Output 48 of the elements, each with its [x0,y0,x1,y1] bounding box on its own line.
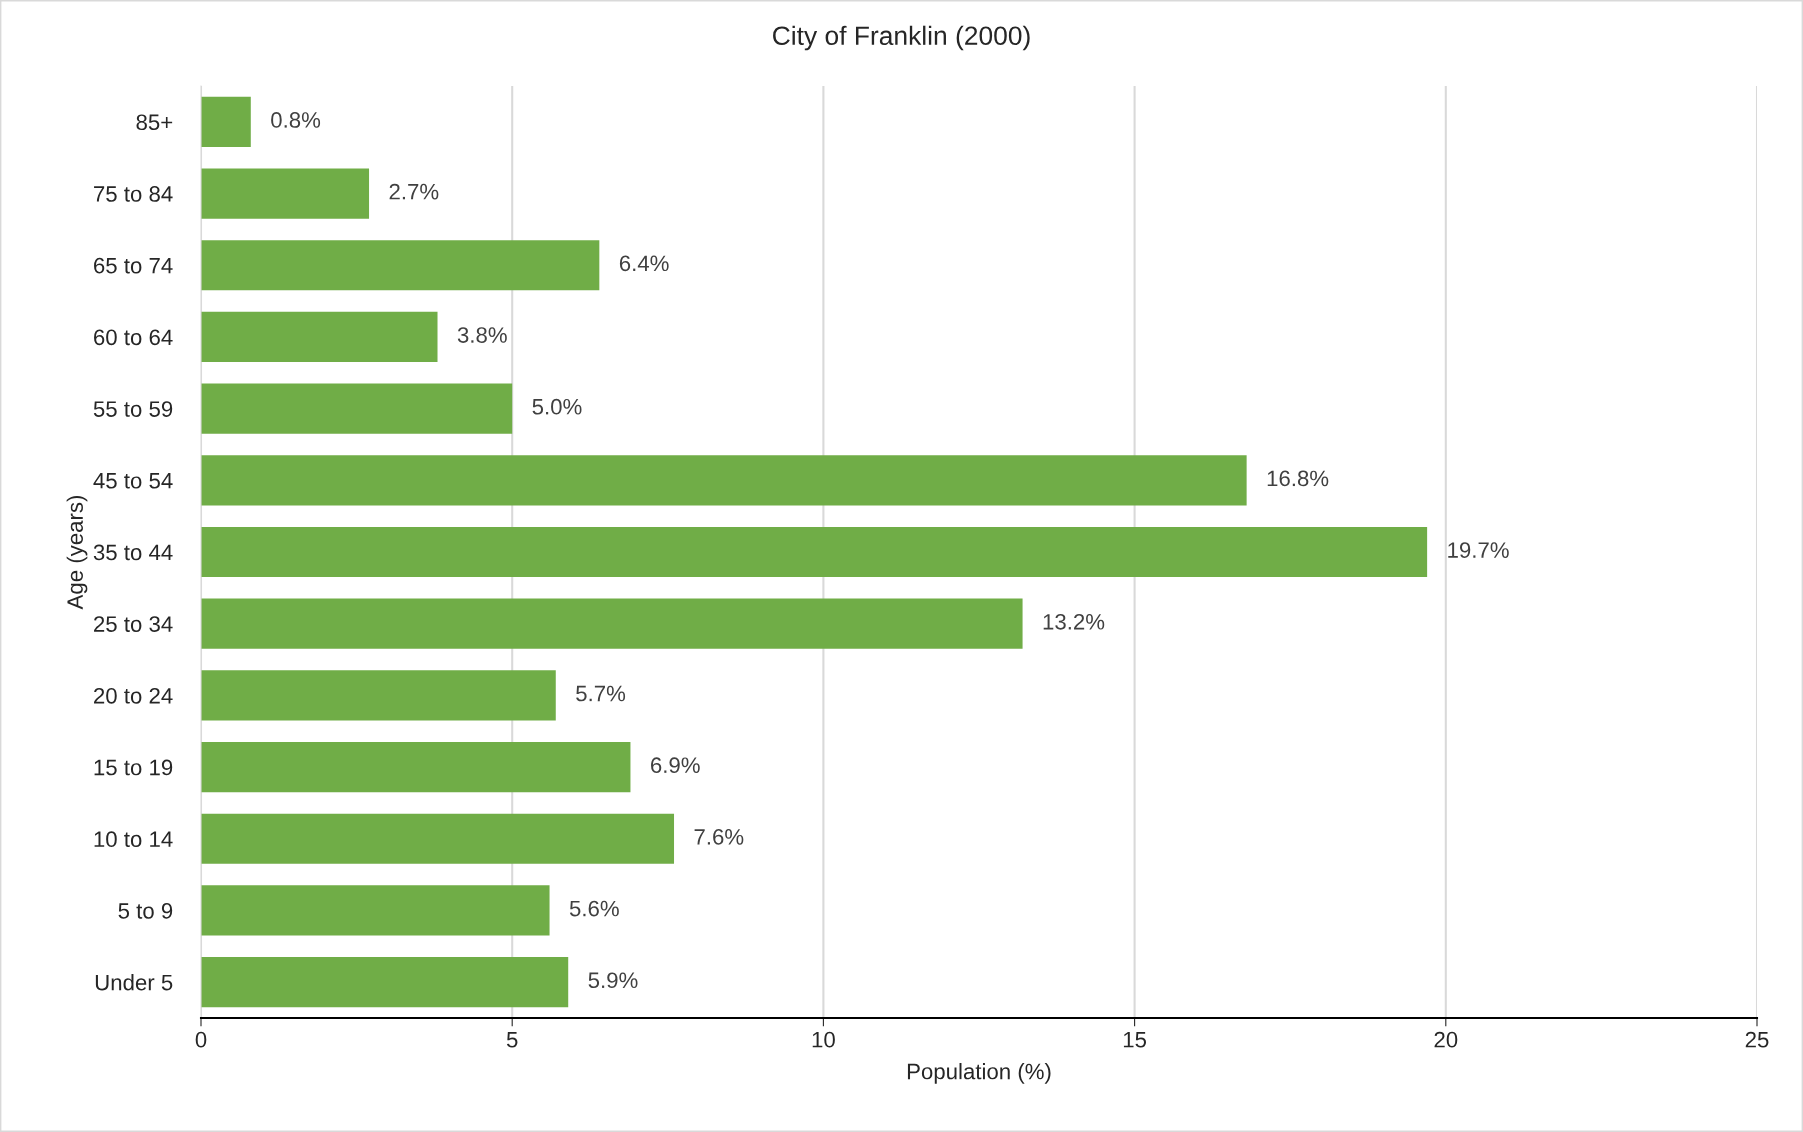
data-label: 7.6% [694,829,744,845]
bar [201,240,600,291]
data-label: 0.8% [271,112,321,128]
bar [201,957,569,1008]
bar [201,885,550,936]
data-label: 5.9% [588,972,638,989]
x-axis-title: Population (%) [907,1063,1051,1084]
data-label: 6.4% [619,255,669,272]
x-tick-label: 10 [812,1031,835,1048]
bar [201,383,513,434]
y-tick-label: 45 to 54 [93,473,173,489]
x-tick-label: 15 [1123,1032,1147,1048]
bar [201,455,1247,506]
bar [201,741,631,793]
y-tick-label: 60 to 64 [94,329,173,346]
x-tick-label: 20 [1434,1031,1458,1048]
y-tick-label: 75 to 84 [94,186,173,202]
y-tick-label: 55 to 59 [93,401,173,417]
data-label: 5.7% [576,685,626,702]
y-tick-label: 10 to 14 [94,831,173,848]
data-label: 3.8% [457,327,507,343]
data-label: 5.6% [569,900,619,917]
bar [201,526,1428,578]
y-tick-label: 65 to 74 [94,257,173,274]
data-label: 2.7% [389,183,439,200]
data-label: 5.0% [532,398,582,415]
x-tick-label: 25 [1745,1031,1769,1048]
y-tick-label: 85+ [136,114,173,131]
data-label: 16.8% [1267,470,1329,487]
bar [201,168,370,219]
y-axis-title: Age (years) [66,495,88,610]
x-tick-label: 0 [195,1031,207,1048]
y-tick-label: 35 to 44 [93,544,173,561]
data-label: 13.2% [1043,613,1105,630]
bar [201,598,1023,649]
y-tick-label: 20 to 24 [94,687,173,704]
bar [201,670,556,721]
bar [201,311,438,363]
bar [201,96,251,147]
y-tick-label: 15 to 19 [94,759,173,776]
data-label: 6.9% [651,757,700,774]
data-label: 19.7% [1448,542,1509,558]
x-tick-label: 5 [506,1032,518,1048]
y-tick-label: 25 to 34 [94,616,173,632]
chart-title: City of Franklin (2000) [773,25,1030,51]
y-tick-label: Under 5 [95,974,173,991]
bar [201,813,675,864]
y-tick-label: 5 to 9 [118,903,173,919]
